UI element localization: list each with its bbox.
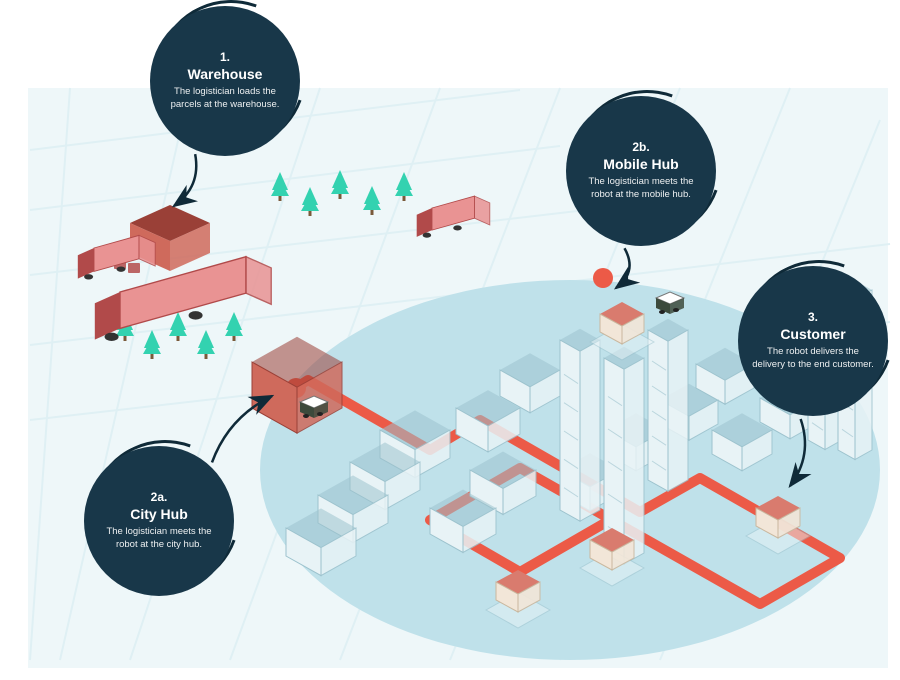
scene-svg [0, 0, 900, 680]
delivery-process-infographic: 1.WarehouseThe logistician loads the par… [0, 0, 900, 680]
route-branch-dot [593, 268, 613, 288]
